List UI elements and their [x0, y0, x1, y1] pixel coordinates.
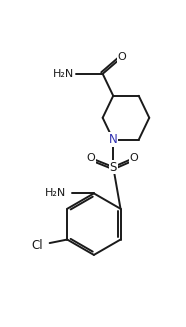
Text: S: S [110, 161, 117, 174]
Text: O: O [118, 52, 126, 62]
Text: O: O [87, 153, 96, 163]
Text: O: O [129, 153, 138, 163]
Text: H₂N: H₂N [53, 69, 75, 79]
Text: N: N [109, 133, 118, 146]
Text: Cl: Cl [31, 239, 43, 252]
Text: H₂N: H₂N [44, 188, 66, 198]
